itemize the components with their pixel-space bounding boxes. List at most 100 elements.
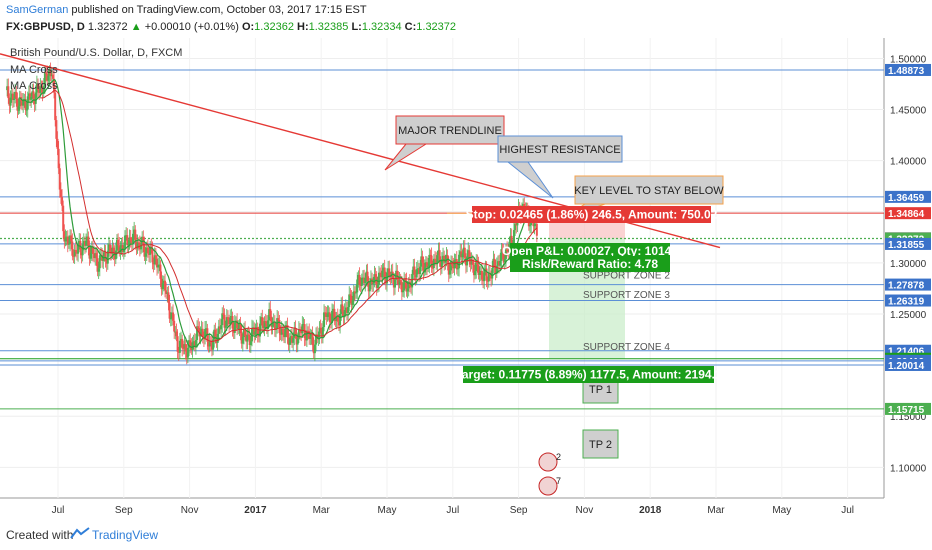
candle-body [167,292,170,304]
candle-body [213,329,216,340]
author-link[interactable]: SamGerman [6,4,69,16]
price-badge [885,294,931,307]
candle-body [245,336,248,342]
candle-body [189,340,192,347]
candle-body [355,292,358,294]
candle-body [188,340,191,348]
candle-body [320,329,323,336]
highest-resistance-callout-box [497,135,623,163]
candle-body [226,317,229,320]
candle-body [15,91,18,99]
price-badge [885,402,931,415]
candle-body [279,333,282,335]
candle-body [458,254,461,269]
candle-body [412,266,415,274]
candle-body [192,341,195,343]
candle-body [490,275,493,279]
candle-body [460,251,463,258]
candle-body [496,261,499,266]
candle-body [388,268,391,277]
candle-body [201,328,204,337]
y-tick-label: 1.10000 [890,463,927,474]
candle-body [304,338,307,341]
y-tick-label: 1.50000 [890,54,927,65]
candle-body [73,249,76,256]
candle-body [315,334,318,345]
support-zone-label: SUPPORT ZONE 3 [583,290,670,301]
candle-body [430,255,433,268]
candle-body [424,262,427,268]
candle-body [190,346,193,350]
candle-body [71,241,74,256]
candle-body [151,248,154,263]
y-tick-label: 1.30000 [890,259,927,270]
candle-body [57,148,60,169]
candle-body [117,239,120,246]
candle-body [406,288,409,292]
candle-body [364,277,367,284]
chart-title: British Pound/U.S. Dollar, D, FXCM [10,47,182,59]
candle-body [357,275,360,280]
candle-body [313,344,316,354]
candle-body [146,247,149,254]
candle-body [319,327,322,330]
candle-body [95,253,98,259]
candle-body [198,327,201,337]
candle-body [419,266,422,274]
candle-body [478,272,481,275]
candle-body [7,86,10,99]
candle-body [31,91,34,97]
ohlc-line: FX:GBPUSD, D 1.32372 ▲ +0.00010 (+0.01%)… [6,21,456,33]
candle-body [196,326,199,340]
risk-reward-label: Risk/Reward Ratio: 4.78 [522,257,658,271]
candle-body [25,109,28,111]
candle-body [53,78,56,93]
price-badge-label: 1.27878 [888,281,925,292]
support-zone-label: SUPPORT ZONE 2 [583,271,670,282]
candle-body [291,336,294,343]
candle-body [302,324,305,326]
candle-body [308,331,311,339]
candle-body [173,320,176,332]
candle-body [120,245,123,248]
candle-body [506,249,509,252]
candle-body [396,270,399,278]
candle-body [326,313,329,317]
tradingview-brand-link[interactable]: TradingView [92,528,159,542]
x-tick-label: May [772,505,791,516]
candle-body [289,336,292,338]
tp2-callout-text: TP 2 [589,439,612,451]
price-chart[interactable]: SUPPORT ZONE 2 SUPPORT ZONE 3 SUPPORT ZONE… [0,38,932,520]
candle-body [154,255,157,259]
candle-body [184,344,187,352]
candle-body [58,168,61,190]
candle-body [222,313,225,315]
candle-body [221,313,224,326]
candle-body [161,283,164,290]
candle-body [160,278,163,290]
candle-body [437,250,440,256]
candle-body [81,244,84,256]
candle-body [467,250,470,257]
candle-body [89,253,92,259]
candle-body [191,342,194,350]
candle-body [135,241,138,249]
candle-body [268,309,271,321]
candle-body [144,253,147,257]
candle-body [340,304,343,314]
tp1-callout-text: TP 1 [589,384,612,396]
candle-body [9,97,12,106]
candle-body [345,307,348,313]
candle-body [122,248,125,253]
candle-body [182,348,185,350]
candle-body [356,279,359,293]
candle-body [334,319,337,322]
candle-body [337,321,340,326]
candle-body [237,328,240,330]
candle-body [181,338,184,349]
candle-body [133,229,136,234]
candle-body [149,246,152,255]
candle-body [86,236,89,241]
candle-body [212,339,215,350]
candle-body [442,255,445,260]
